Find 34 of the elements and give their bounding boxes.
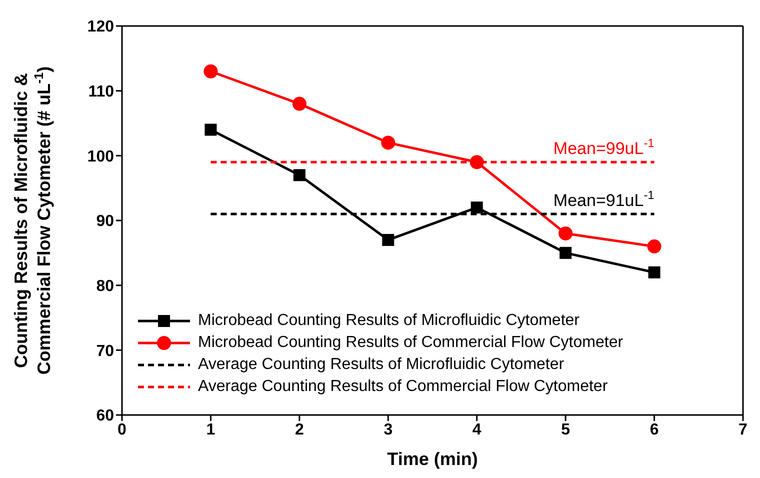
annotation: Mean=91uL$^{-1}$ <box>553 188 655 210</box>
x-axis-title: Time (min) <box>387 449 478 469</box>
x-tick-label: 0 <box>118 421 127 438</box>
x-tick-label: 5 <box>561 421 570 438</box>
point <box>648 266 660 278</box>
point <box>470 202 483 214</box>
point <box>204 124 217 136</box>
y-tick-label: 60 <box>96 408 114 425</box>
point <box>293 169 306 182</box>
point <box>558 226 573 240</box>
x-tick-label: 7 <box>738 421 748 438</box>
legend-label: Microbead Counting Results of Commercial Flow Cytometer <box>198 333 624 353</box>
x-tick-label: 6 <box>650 421 659 438</box>
point <box>560 246 572 259</box>
annotation: Mean=99uL$^{-1}$ <box>553 136 655 158</box>
y-tick-label: 80 <box>96 278 114 296</box>
y-tick-label: 120 <box>87 18 114 36</box>
legend-label: Average Counting Results of Microfluidic Cytometer <box>198 355 564 375</box>
y-tick-label: 100 <box>87 148 114 166</box>
x-tick-label: 2 <box>294 421 304 438</box>
x-tick-label: 4 <box>472 421 482 438</box>
point <box>292 96 306 111</box>
point <box>470 155 484 170</box>
legend-label: Microbead Counting Results of Microfluidic Cytometer <box>198 311 580 331</box>
point <box>204 64 218 78</box>
x-tick-label: 1 <box>206 421 216 438</box>
point <box>382 234 394 246</box>
x-tick-label: 3 <box>384 421 393 438</box>
legend-label: Average Counting Results of Commercial Flow Cytometer <box>198 377 608 397</box>
y-tick-label: 70 <box>96 342 114 360</box>
y-tick-label: 110 <box>88 84 114 101</box>
point <box>647 239 662 254</box>
y-tick-label: 90 <box>96 213 114 230</box>
point <box>381 136 396 150</box>
